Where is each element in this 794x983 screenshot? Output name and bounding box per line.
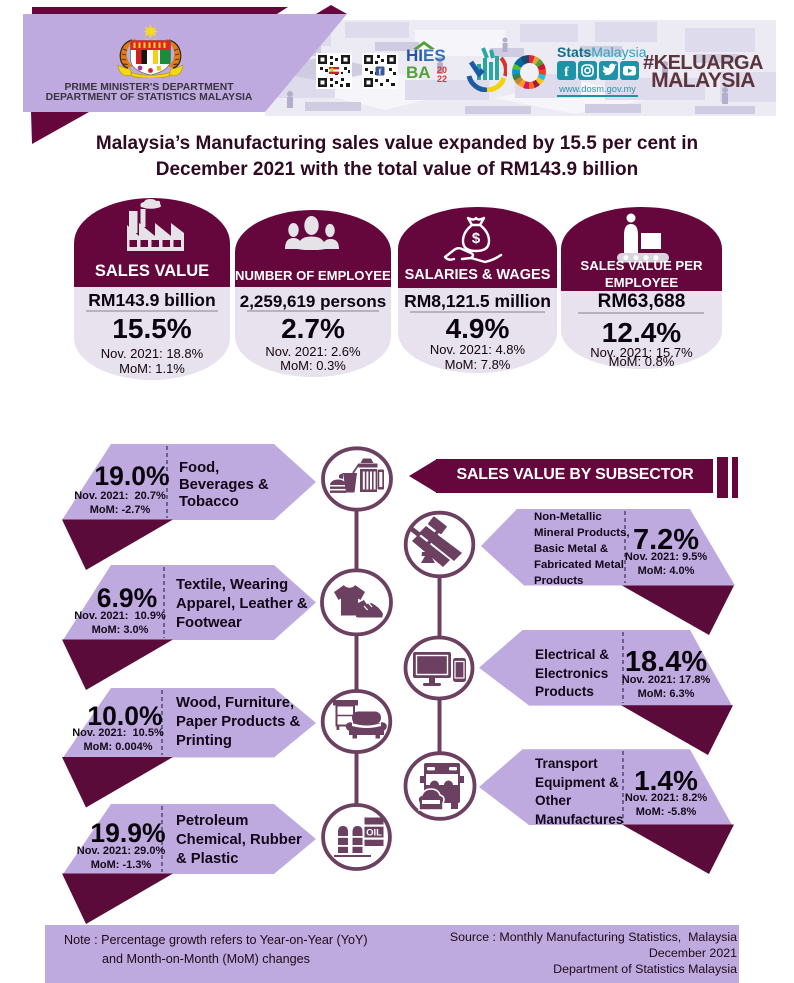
svg-text:$: $ xyxy=(472,230,481,247)
svg-text:OIL: OIL xyxy=(366,828,382,839)
svg-text:f: f xyxy=(564,65,569,80)
svg-text:f: f xyxy=(379,68,382,77)
